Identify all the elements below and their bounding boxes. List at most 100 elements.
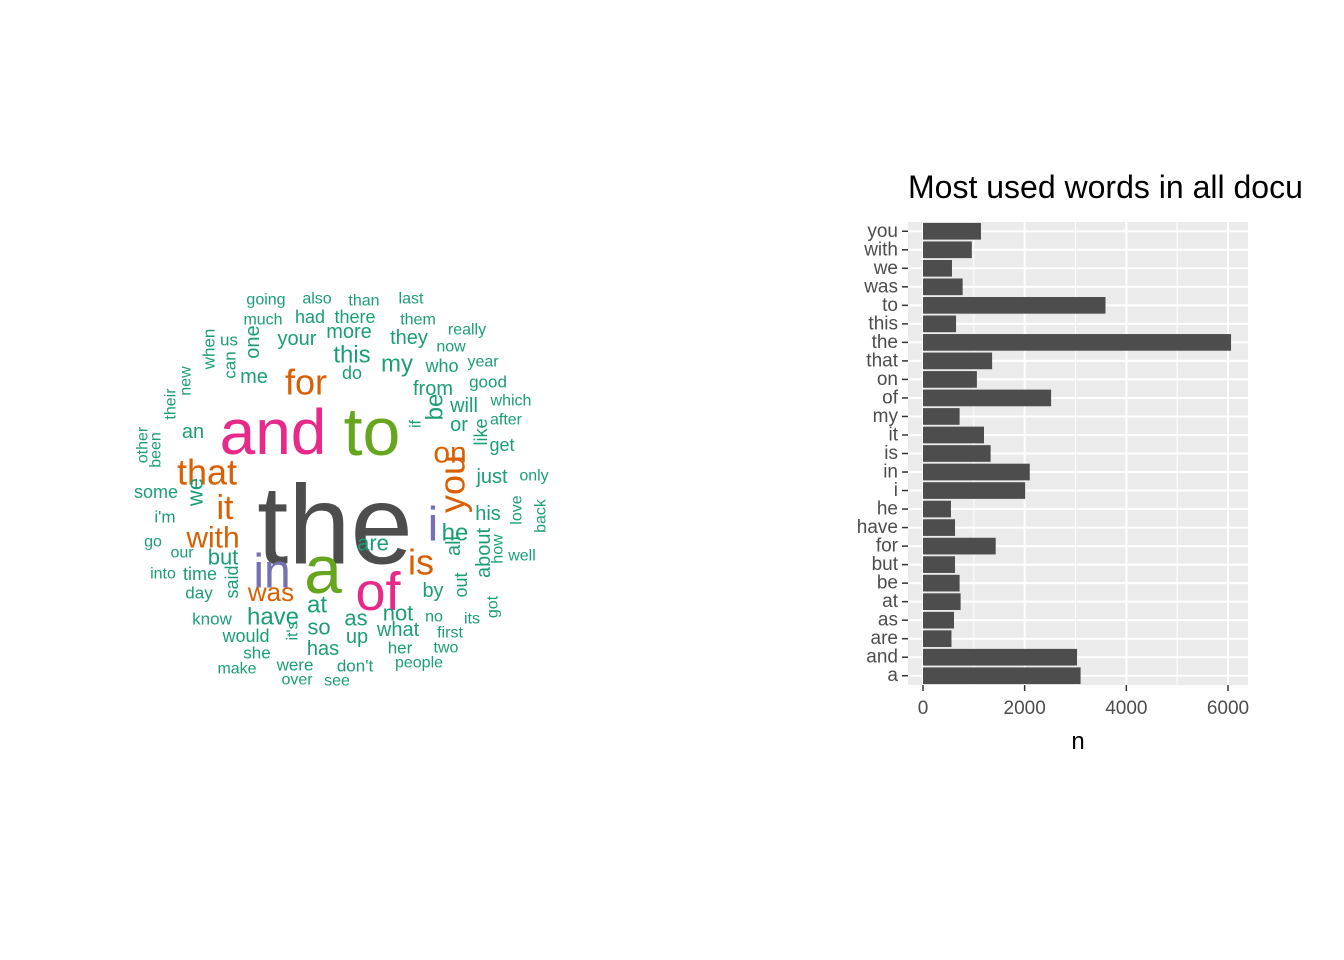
cloud-word: on bbox=[433, 437, 466, 470]
cloud-word: are bbox=[357, 531, 389, 556]
cloud-word: year bbox=[467, 354, 499, 371]
cloud-word: of bbox=[355, 562, 401, 622]
cloud-word: when bbox=[200, 329, 219, 371]
cloud-word: with bbox=[185, 522, 239, 555]
bar bbox=[923, 482, 1026, 499]
bar bbox=[923, 334, 1232, 351]
cloud-word: for bbox=[285, 362, 327, 403]
cloud-word: were bbox=[276, 656, 314, 675]
cloud-word: people bbox=[395, 655, 443, 672]
bar bbox=[923, 648, 1078, 666]
cloud-word: more bbox=[326, 321, 372, 343]
cloud-word: at bbox=[307, 592, 327, 619]
bar bbox=[923, 519, 956, 536]
cloud-word: last bbox=[399, 291, 424, 308]
cloud-word: or bbox=[450, 414, 468, 436]
y-tick-label: and bbox=[866, 647, 898, 668]
cloud-word: this bbox=[333, 342, 370, 369]
cloud-word: going bbox=[246, 292, 285, 309]
cloud-word: some bbox=[134, 482, 178, 502]
cloud-word: your bbox=[278, 328, 317, 350]
cloud-word: we bbox=[183, 478, 208, 507]
cloud-word: their bbox=[163, 388, 180, 420]
cloud-word: her bbox=[388, 639, 413, 658]
x-tick-label: 6000 bbox=[1207, 698, 1249, 719]
cloud-word: one bbox=[242, 325, 264, 358]
cloud-word: go bbox=[144, 534, 162, 551]
cloud-word: from bbox=[413, 378, 453, 400]
y-tick-label: in bbox=[883, 462, 898, 483]
y-tick-label: to bbox=[882, 295, 898, 316]
cloud-word: into bbox=[150, 566, 176, 583]
y-tick-label: but bbox=[872, 554, 899, 575]
cloud-word: as bbox=[344, 606, 367, 631]
bar bbox=[923, 352, 993, 370]
bar bbox=[923, 500, 951, 518]
cloud-word: them bbox=[400, 312, 436, 329]
cloud-word: been bbox=[148, 432, 165, 468]
y-tick-label: for bbox=[876, 536, 899, 557]
cloud-word: other bbox=[135, 426, 152, 463]
y-tick-label: this bbox=[868, 313, 898, 334]
cloud-word: only bbox=[519, 468, 548, 485]
cloud-word: all bbox=[443, 536, 465, 556]
cloud-word: said bbox=[222, 565, 242, 598]
y-tick-label: of bbox=[882, 387, 899, 408]
cloud-word: a bbox=[304, 532, 342, 608]
cloud-word: us bbox=[220, 331, 238, 350]
bar bbox=[923, 630, 952, 648]
cloud-word: that bbox=[177, 452, 237, 493]
cloud-word: make bbox=[217, 661, 256, 678]
bar bbox=[923, 445, 991, 462]
cloud-word: over bbox=[281, 672, 313, 689]
y-tick-label: as bbox=[878, 610, 898, 631]
y-tick-label: it bbox=[889, 424, 899, 445]
cloud-word: how bbox=[490, 534, 507, 564]
cloud-word: who bbox=[424, 356, 458, 376]
bar bbox=[923, 426, 984, 444]
cloud-word: about bbox=[473, 528, 495, 578]
cloud-word: in bbox=[253, 546, 290, 599]
cloud-word: has bbox=[307, 638, 339, 660]
bar bbox=[923, 611, 955, 629]
bar bbox=[923, 556, 956, 573]
y-tick-label: my bbox=[873, 406, 899, 427]
y-tick-label: you bbox=[867, 221, 898, 242]
cloud-word: can bbox=[221, 351, 240, 378]
cloud-word: my bbox=[381, 351, 413, 378]
cloud-word: really bbox=[448, 322, 486, 339]
chart-title: Most used words in all docu bbox=[908, 169, 1303, 205]
y-tick-label: a bbox=[887, 665, 898, 686]
cloud-word: know bbox=[192, 610, 232, 629]
cloud-word: do bbox=[342, 363, 362, 383]
cloud-word: our bbox=[170, 545, 194, 562]
bar bbox=[923, 389, 1052, 407]
cloud-word: which bbox=[490, 393, 532, 410]
bar bbox=[923, 537, 996, 555]
cloud-word: she bbox=[243, 644, 270, 663]
cloud-word: get bbox=[489, 435, 514, 455]
cloud-word: good bbox=[469, 373, 507, 392]
x-tick-label: 2000 bbox=[1004, 698, 1046, 719]
cloud-word: an bbox=[182, 421, 204, 443]
cloud-word: and bbox=[220, 396, 327, 468]
y-tick-label: was bbox=[863, 276, 898, 297]
cloud-word: but bbox=[208, 545, 239, 570]
cloud-word: he bbox=[442, 520, 469, 547]
y-axis: aandareasatbebutforhaveheiinisitmyofonth… bbox=[857, 221, 908, 686]
cloud-word: like bbox=[471, 418, 491, 445]
bar bbox=[923, 315, 957, 333]
bar bbox=[923, 241, 972, 259]
x-tick-label: 4000 bbox=[1105, 698, 1147, 719]
cloud-word: also bbox=[302, 291, 331, 308]
y-tick-label: i bbox=[894, 480, 898, 501]
y-tick-label: the bbox=[872, 332, 898, 353]
y-tick-label: on bbox=[877, 369, 898, 390]
cloud-word: well bbox=[507, 548, 536, 565]
bar bbox=[923, 463, 1030, 481]
cloud-word: got bbox=[485, 595, 502, 618]
cloud-word: had bbox=[295, 307, 325, 327]
cloud-word: there bbox=[334, 307, 375, 327]
